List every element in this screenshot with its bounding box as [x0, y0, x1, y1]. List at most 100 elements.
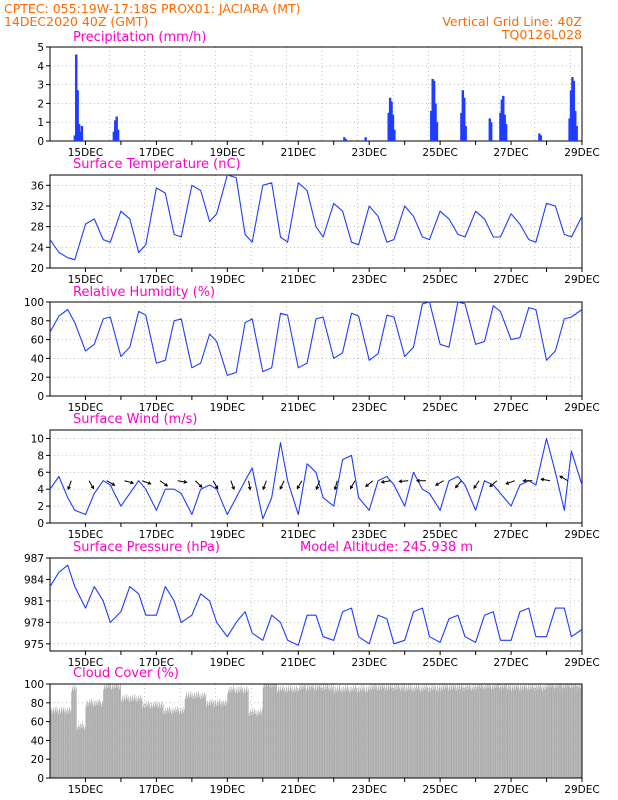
cloud-bar: [151, 702, 153, 778]
cloud-bar: [539, 686, 541, 778]
x-tick-label: 25DEC: [422, 784, 457, 796]
precip-bar: [503, 114, 506, 141]
wind-arrow: [434, 480, 444, 486]
cloud-bar: [381, 689, 382, 778]
precip-bar: [571, 77, 574, 141]
cloud-bar: [480, 685, 482, 778]
cloud-bar: [383, 688, 385, 778]
x-tick-label: 17DEC: [139, 529, 174, 541]
cloud-bar: [296, 685, 297, 778]
cloud-bar: [159, 707, 161, 778]
cloud-bar: [516, 684, 518, 778]
wind-arrow-head: [315, 486, 320, 491]
pressure-annotation: Model Altitude: 245.938 m: [300, 540, 473, 555]
cloud-bar: [217, 699, 219, 778]
cloud-bar: [104, 684, 106, 778]
cloud-bar: [155, 700, 157, 778]
precip-bar: [76, 90, 79, 141]
cloud-bar: [527, 687, 529, 778]
cloud-bar: [536, 689, 538, 778]
cloud-bar: [56, 711, 58, 778]
cloud-bar: [174, 710, 175, 778]
cloud-bar: [193, 696, 194, 778]
cloud-bar: [273, 684, 275, 778]
cloud-bar: [264, 687, 266, 778]
wind-arrow-head: [198, 484, 203, 488]
cloud-bar: [425, 687, 426, 778]
cloud-bar: [214, 703, 216, 778]
cloud-bar: [123, 698, 125, 778]
cloud-bar: [306, 690, 307, 778]
cloud-bar: [548, 687, 550, 778]
cloud-bar: [294, 686, 295, 778]
cloud-bar: [182, 707, 184, 778]
cloud-bar: [189, 694, 191, 778]
cloud-bar: [486, 684, 488, 778]
cloud-bar: [340, 690, 341, 778]
cloud-bar: [118, 684, 119, 778]
y-tick-label: 10: [31, 433, 44, 445]
x-tick-label: 23DEC: [351, 784, 386, 796]
cloud-bar: [482, 684, 484, 778]
x-tick-label: 25DEC: [422, 657, 457, 669]
x-tick-label: 19DEC: [210, 402, 245, 414]
precip-bar: [343, 137, 346, 141]
cloud-bar: [62, 709, 64, 778]
cloud-bar: [398, 688, 400, 778]
x-tick-label: 25DEC: [422, 529, 457, 541]
cloud-bar: [428, 691, 429, 778]
cloud-bar: [262, 687, 264, 778]
cloud-bar: [469, 688, 471, 778]
cloud-bar: [330, 684, 332, 778]
cloud-bar: [338, 687, 340, 778]
cloud-bar: [106, 684, 108, 778]
cloud-bar: [154, 706, 155, 778]
cloud-bar: [276, 692, 278, 778]
cloud-bar: [132, 700, 134, 778]
cloud-bar: [97, 705, 99, 778]
y-tick-label: 80: [31, 698, 44, 710]
cloud-bar: [303, 686, 304, 778]
cloud-bar: [71, 688, 73, 778]
cloud-bar: [551, 684, 553, 778]
cloud-bar: [321, 690, 323, 778]
wind-arrow: [296, 480, 303, 490]
cloud-bar: [523, 686, 525, 778]
cloud-bar: [225, 699, 226, 778]
cloud-bar: [542, 690, 543, 778]
cloud-bar: [406, 690, 408, 778]
precip-bar: [539, 135, 543, 141]
cloud-bar: [564, 687, 565, 778]
cloud-bar: [560, 684, 561, 778]
cloud-bar: [131, 698, 133, 778]
cloud-bar: [437, 685, 439, 778]
cloud-bar: [204, 697, 206, 778]
cloud-bar: [377, 690, 378, 778]
cloud-bar: [57, 708, 58, 778]
precip-bar: [344, 139, 347, 141]
cloud-bar: [418, 689, 420, 778]
wind-arrow-head: [130, 480, 135, 485]
cloud-bar: [328, 688, 329, 778]
cloud-bar: [129, 698, 131, 778]
cloud-bar: [226, 702, 228, 778]
cloud-bar: [333, 684, 334, 778]
cloud-bar: [161, 701, 163, 778]
cloud-bar: [364, 687, 365, 778]
cloud-bar: [541, 685, 543, 778]
cloud-bar: [78, 729, 80, 778]
x-tick-label: 27DEC: [493, 147, 528, 159]
wind-arrow-head: [279, 485, 283, 490]
cloud-bar: [363, 690, 365, 778]
cloud-bar: [374, 686, 375, 778]
cloud-bar: [366, 686, 368, 778]
cloud-bar: [491, 689, 492, 778]
x-tick-label: 15DEC: [68, 274, 103, 286]
cloud-bar: [205, 694, 207, 778]
cloud-bar: [438, 690, 439, 778]
wind-arrow: [230, 480, 235, 491]
x-tick-label: 17DEC: [139, 657, 174, 669]
cloud-bar: [420, 691, 421, 778]
x-tick-label: 15DEC: [68, 657, 103, 669]
y-tick-label: 100: [24, 297, 44, 309]
